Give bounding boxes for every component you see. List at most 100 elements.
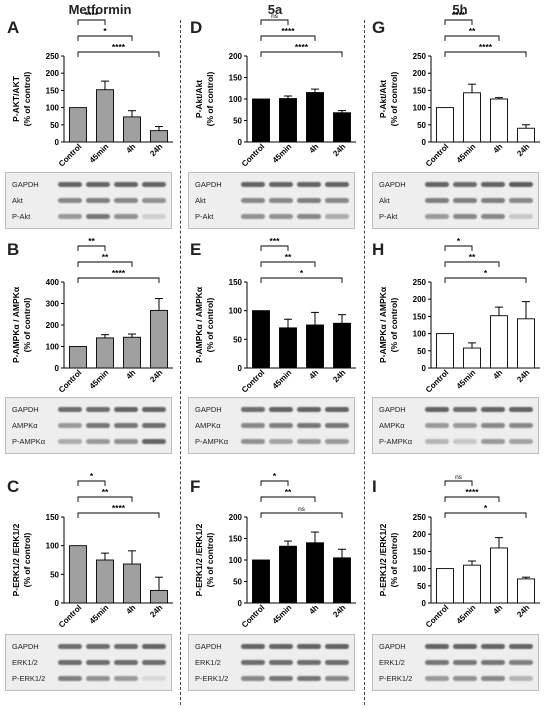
x-tick-label: 4h	[491, 142, 504, 155]
bar	[306, 92, 324, 143]
bar	[436, 107, 454, 143]
bar	[463, 564, 481, 604]
y-tick-label: 100	[413, 104, 427, 113]
blot-row-label: ERK1/2	[379, 658, 405, 667]
x-tick-label: 4h	[307, 603, 320, 616]
x-tick-label: 4h	[124, 368, 137, 381]
blot-band	[325, 198, 349, 203]
western-blot-f: GAPDH ERK1/2 P-ERK1/2	[188, 634, 355, 691]
blot-band	[481, 660, 505, 665]
blot-band	[425, 214, 449, 219]
y-axis-label: P-ERK1/2 /ERK1/2	[378, 523, 388, 596]
significance-label: *	[103, 26, 107, 36]
bar	[517, 318, 535, 369]
significance-bracket	[260, 35, 316, 41]
y-tick-label: 150	[46, 86, 60, 95]
blot-band	[297, 423, 321, 428]
y-tick-label: 200	[229, 52, 243, 61]
blot-band	[86, 198, 110, 203]
x-tick-label: Control	[240, 368, 266, 394]
panel-label-c: C	[7, 477, 20, 496]
panel-label-f: F	[190, 477, 201, 496]
blot-row-label: GAPDH	[379, 180, 406, 189]
blot-band	[425, 423, 449, 428]
significance-bracket	[77, 512, 160, 518]
significance-label: ****	[479, 42, 493, 52]
blot-row-label: Akt	[195, 196, 206, 205]
y-tick-label: 50	[417, 347, 426, 356]
blot-band	[241, 423, 265, 428]
bar	[490, 547, 508, 604]
y-axis-unit-label: (% of control)	[22, 71, 32, 126]
blot-band	[297, 644, 321, 649]
blot-band	[58, 214, 82, 219]
y-axis-unit-label: (% of control)	[22, 532, 32, 587]
y-tick-label: 200	[46, 321, 60, 330]
y-tick-label: 200	[413, 530, 427, 539]
x-tick-label: 24h	[515, 368, 531, 384]
x-tick-label: 45min	[88, 142, 111, 165]
western-blot-g: GAPDH Akt P-Akt	[372, 172, 539, 229]
blot-band	[241, 407, 265, 412]
blot-band	[142, 198, 166, 203]
y-tick-label: 150	[229, 535, 243, 544]
blot-band	[269, 182, 293, 187]
blot-band	[269, 439, 293, 444]
blot-band	[425, 439, 449, 444]
y-axis-unit-label: (% of control)	[22, 297, 32, 352]
blot-band	[453, 214, 477, 219]
blot-band	[453, 407, 477, 412]
significance-bracket	[77, 480, 106, 486]
blot-row-label: P-Akt	[12, 212, 31, 221]
blot-band	[241, 660, 265, 665]
bar	[69, 107, 87, 143]
blot-band	[325, 660, 349, 665]
y-tick-label: 50	[233, 117, 242, 126]
y-tick-label: 50	[233, 578, 242, 587]
blot-band	[86, 644, 110, 649]
significance-bracket	[444, 51, 527, 57]
bar-chart: P-Akt/Akt (% of control) 0 50 100 150 200 250 Co…	[378, 10, 540, 169]
blot-band	[453, 644, 477, 649]
blot-band	[509, 198, 533, 203]
blot-band	[142, 660, 166, 665]
significance-bracket	[444, 19, 473, 25]
blot-band	[297, 439, 321, 444]
column-divider	[364, 20, 365, 705]
significance-bracket	[260, 19, 289, 25]
x-tick-label: Control	[57, 603, 83, 629]
blot-band	[241, 198, 265, 203]
blot-band	[86, 439, 110, 444]
bar	[333, 322, 351, 369]
column-title-5a: 5a	[267, 2, 283, 17]
x-tick-label: 45min	[271, 368, 294, 391]
blot-band	[453, 198, 477, 203]
significance-bracket	[260, 261, 316, 267]
significance-label: *	[457, 236, 461, 246]
chart-panel-g: P-Akt/Akt (% of control) 0 50 100 150 200 250 Co…	[367, 10, 547, 174]
y-tick-label: 200	[229, 513, 243, 522]
blot-band	[297, 407, 321, 412]
y-tick-label: 0	[422, 364, 427, 373]
y-axis-label: P-AMPKα / AMPKα	[11, 286, 21, 363]
significance-bracket	[260, 496, 316, 502]
x-tick-label: 45min	[455, 603, 478, 626]
y-tick-label: 100	[229, 95, 243, 104]
significance-bracket	[260, 480, 289, 486]
blot-band	[241, 644, 265, 649]
blot-band	[142, 676, 166, 681]
bar	[333, 112, 351, 143]
blot-band	[297, 676, 321, 681]
y-axis-label: P-AMPKα / AMPKα	[378, 286, 388, 363]
blot-band	[509, 214, 533, 219]
blot-band	[269, 198, 293, 203]
y-tick-label: 100	[46, 343, 60, 352]
chart-panel-c: P-ERK1/2 /ERK1/2 (% of control) 0 50 100 150 C…	[0, 471, 180, 635]
blot-row-label: GAPDH	[195, 405, 222, 414]
x-tick-label: Control	[424, 142, 450, 168]
bar	[69, 346, 87, 369]
blot-band	[425, 644, 449, 649]
y-axis-label: P-Akt/Akt	[194, 80, 204, 118]
blot-band	[86, 423, 110, 428]
significance-label: ****	[112, 503, 126, 513]
